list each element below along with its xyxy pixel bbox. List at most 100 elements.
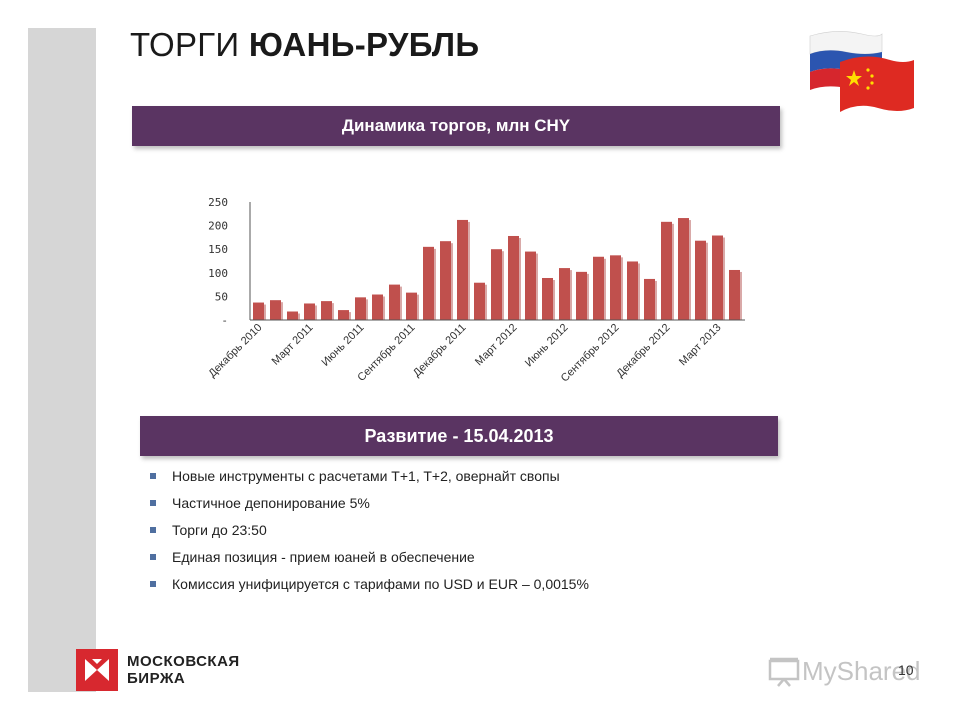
bar-shadow-2 — [298, 313, 300, 320]
bullet-item: Новые инструменты с расчетами T+1, T+2, … — [150, 462, 589, 489]
presentation-screen-icon — [768, 657, 800, 687]
development-banner: Развитие - 15.04.2013 — [140, 416, 778, 456]
logo-line-2: БИРЖА — [127, 670, 186, 687]
bullet-item: Частичное депонирование 5% — [150, 489, 589, 516]
bar-12 — [457, 219, 468, 320]
bar-6 — [355, 297, 366, 320]
bar-15 — [508, 235, 519, 320]
bar-shadow-1 — [281, 302, 283, 320]
bar-shadow-11 — [451, 243, 453, 320]
y-tick-label: 250 — [208, 196, 228, 209]
bar-shadow-22 — [638, 263, 640, 320]
bullet-text: Новые инструменты с расчетами T+1, T+2, … — [172, 467, 560, 484]
bar-shadow-25 — [689, 220, 691, 320]
bar-shadow-4 — [332, 303, 334, 320]
left-gray-band — [28, 28, 96, 692]
bar-0 — [253, 302, 264, 320]
bar-20 — [593, 256, 604, 320]
moscow-exchange-logo: МОСКОВСКАЯ БИРЖА — [76, 649, 240, 691]
bar-shadow-15 — [519, 237, 521, 320]
logo-text: МОСКОВСКАЯ БИРЖА — [127, 653, 240, 687]
bullet-item: Комиссия унифицируется с тарифами по USD… — [150, 570, 589, 597]
title-bold: ЮАНЬ-РУБЛЬ — [248, 26, 480, 63]
bar-shadow-24 — [672, 223, 674, 320]
bar-28 — [729, 269, 740, 320]
bar-shadow-8 — [400, 286, 402, 320]
x-tick-label: Март 2012 — [473, 322, 520, 369]
watermark: MyShared — [768, 656, 921, 687]
bar-shadow-19 — [587, 273, 589, 320]
bar-shadow-9 — [417, 294, 419, 320]
x-tick-label: Июнь 2011 — [319, 322, 366, 369]
watermark-text: MyShared — [802, 656, 921, 686]
x-tick-label: Декабрь 2012 — [614, 322, 672, 380]
y-tick-label: 100 — [208, 267, 228, 280]
bullet-square-icon — [150, 526, 156, 533]
bar-5 — [338, 310, 349, 320]
moex-emblem-icon — [85, 659, 109, 681]
bar-9 — [406, 292, 417, 320]
bar-14 — [491, 249, 502, 320]
bar-shadow-5 — [349, 312, 351, 320]
bullet-item: Торги до 23:50 — [150, 516, 589, 543]
bar-shadow-20 — [604, 258, 606, 320]
bar-18 — [559, 268, 570, 320]
y-axis: - 50 100 150 200 250 — [208, 196, 251, 327]
russia-china-flags-icon — [809, 31, 914, 112]
bar-shadow-18 — [570, 270, 572, 320]
bullet-text: Единая позиция - прием юаней в обеспечен… — [172, 548, 475, 565]
bar-shadow-12 — [468, 221, 470, 320]
bullet-square-icon — [150, 580, 156, 587]
bar-11 — [440, 241, 451, 320]
bar-17 — [542, 277, 553, 320]
bar-2 — [287, 311, 298, 320]
bar-27 — [712, 235, 723, 320]
bullet-text: Частичное депонирование 5% — [172, 494, 370, 511]
bullet-square-icon — [150, 499, 156, 506]
x-tick-label: Март 2013 — [677, 322, 724, 369]
bullet-item: Единая позиция - прием юаней в обеспечен… — [150, 543, 589, 570]
bullet-text: Торги до 23:50 — [172, 521, 267, 538]
y-tick-label: 200 — [208, 220, 228, 233]
bars — [253, 218, 742, 320]
bar-22 — [627, 261, 638, 320]
x-tick-label: Декабрь 2010 — [206, 322, 264, 380]
moex-logo-mark-icon — [76, 649, 118, 691]
bar-24 — [661, 221, 672, 320]
chart-banner: Динамика торгов, млн CHY — [132, 106, 780, 146]
bar-16 — [525, 251, 536, 320]
bar-10 — [423, 246, 434, 320]
bar-1 — [270, 300, 281, 320]
bar-25 — [678, 218, 689, 320]
bar-shadow-0 — [264, 304, 266, 320]
bar-shadow-27 — [723, 237, 725, 320]
bar-shadow-3 — [315, 305, 317, 320]
bar-23 — [644, 278, 655, 320]
bar-4 — [321, 301, 332, 320]
bullet-text: Комиссия унифицируется с тарифами по USD… — [172, 575, 589, 592]
x-tick-label: Июнь 2012 — [523, 322, 571, 370]
bar-3 — [304, 303, 315, 320]
bar-shadow-16 — [536, 253, 538, 320]
bar-shadow-17 — [553, 279, 555, 320]
title-light: ТОРГИ — [130, 26, 249, 63]
bar-shadow-26 — [706, 242, 708, 320]
bar-13 — [474, 282, 485, 320]
page-number: 10 — [898, 662, 914, 678]
bar-shadow-14 — [502, 251, 504, 320]
y-tick-label: 50 — [215, 290, 228, 303]
china-flag-icon — [840, 56, 914, 112]
bar-shadow-7 — [383, 296, 385, 320]
bar-shadow-10 — [434, 248, 436, 320]
bar-19 — [576, 271, 587, 320]
bar-26 — [695, 240, 706, 320]
bullet-square-icon — [150, 553, 156, 560]
bar-shadow-21 — [621, 257, 623, 320]
slide-title: ТОРГИ ЮАНЬ-РУБЛЬ — [130, 26, 479, 64]
bar-shadow-23 — [655, 280, 657, 320]
bar-21 — [610, 255, 621, 320]
bar-shadow-13 — [485, 284, 487, 320]
bar-shadow-28 — [740, 271, 742, 320]
